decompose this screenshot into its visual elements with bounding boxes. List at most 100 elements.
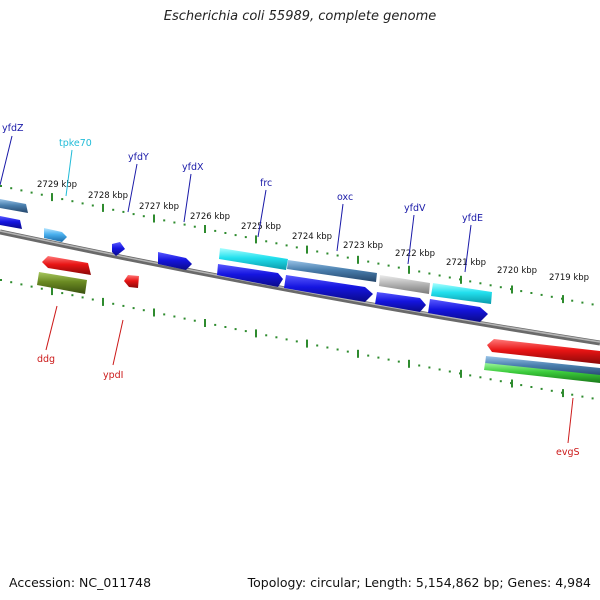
minor-tick [316,344,319,347]
scale-label: 2727 kbp [139,202,179,212]
minor-tick [265,240,268,243]
minor-tick [214,323,217,326]
scale-label: 2723 kbp [343,241,383,251]
gene-oxc-feature-steel[interactable] [287,260,377,282]
minor-tick [346,350,349,353]
gene-label-evgS: evgS [556,447,580,458]
gene-yfdV-feature-blue[interactable] [375,292,426,312]
minor-tick [183,223,186,226]
minor-tick [40,193,43,196]
minor-tick [61,292,64,295]
minor-tick [571,299,574,302]
minor-tick [112,302,115,305]
minor-tick [377,356,380,359]
minor-tick [234,234,237,237]
minor-tick [193,319,196,322]
minor-tick [438,274,441,277]
minor-tick [10,187,13,190]
minor-tick [30,285,33,288]
gene-tpke70-feature[interactable] [44,228,67,242]
gene-yfdE-feature-cyan[interactable] [431,283,492,304]
outer-scale-ticks [0,185,594,306]
scale-label: 2720 kbp [497,266,537,276]
leader-yfdE [464,224,472,273]
minor-tick [295,340,298,343]
scale-label: 2724 kbp [292,232,332,242]
minor-tick [40,287,43,290]
scale-label: 2722 kbp [395,249,435,259]
minor-tick [71,200,74,203]
minor-tick [428,366,431,369]
scale-label: 2728 kbp [88,191,128,201]
minor-tick [173,221,176,224]
minor-tick [418,364,421,367]
leader-ddg [45,305,58,351]
scale-label: 2725 kbp [241,222,281,232]
leader-yfdV [407,214,415,265]
gene-yfdX-feature[interactable] [158,252,192,270]
gene-yfdY-feature[interactable] [112,242,125,256]
gene-yfdZ-adjacent-feature[interactable] [0,216,22,229]
minor-tick [346,256,349,259]
minor-tick [469,280,472,283]
minor-tick [540,293,543,296]
gene-label-yfdY: yfdY [128,152,149,163]
leader-yfdX [183,173,192,223]
gene-label-ypdI: ypdI [103,370,123,381]
minor-tick [81,202,84,205]
gene-label-oxc: oxc [337,192,353,203]
minor-tick [0,279,2,281]
minor-tick [61,198,64,201]
gene-ypdI-feature[interactable] [124,275,139,288]
gene-frc-feature-blue[interactable] [217,264,283,287]
gene-ddg-feature-olive[interactable] [37,272,87,294]
gene-labels: yfdZ tpke70 yfdY yfdX frc oxc yfdV yfdE … [2,123,580,458]
gene-label-yfdV: yfdV [404,203,426,214]
minor-tick [142,309,145,312]
minor-tick [122,304,125,307]
gene-label-tpke70: tpke70 [59,138,92,149]
gene-evgS-feature-green[interactable] [484,363,600,383]
topology-text: Topology: circular; Length: 5,154,862 bp… [247,575,591,590]
gene-evgS-feature-red[interactable] [487,339,600,364]
gene-frc-feature-cyan[interactable] [219,248,288,270]
minor-tick [387,264,390,267]
minor-tick [540,387,543,390]
minor-tick [112,208,115,211]
minor-tick [499,286,502,289]
minor-tick [285,244,288,247]
minor-tick [0,185,2,187]
minor-tick [581,395,584,398]
leader-yfdZ [0,135,13,186]
minor-tick [387,358,390,361]
leader-oxc [336,203,344,252]
gene-label-ddg: ddg [37,354,55,365]
leader-frc [257,189,267,238]
minor-tick [91,204,94,207]
gene-ddg-feature-red[interactable] [42,256,91,275]
minor-tick [224,326,227,328]
gene-label-yfdZ: yfdZ [2,123,24,134]
minor-tick [224,232,227,234]
inner-scale-ticks [0,279,594,400]
minor-tick [265,334,268,337]
minor-tick [234,328,237,331]
minor-tick [336,254,339,257]
minor-tick [469,374,472,377]
minor-tick [448,276,451,279]
genome-backbone [0,229,600,346]
minor-tick [295,246,298,249]
gene-evgS-feature-steel[interactable] [485,356,600,377]
minor-tick [530,292,533,294]
gene-yfdE-feature-blue[interactable] [428,299,488,322]
minor-tick [132,307,135,310]
minor-tick [367,260,370,263]
gene-label-yfdX: yfdX [182,162,204,173]
accession-text: Accession: NC_011748 [9,575,152,590]
gene-oxc-feature-blue[interactable] [284,275,373,302]
gene-yfdV-feature-gray[interactable] [379,275,430,294]
minor-tick [448,370,451,373]
gene-yfdZ-feature[interactable] [0,199,28,213]
minor-tick [275,242,278,245]
